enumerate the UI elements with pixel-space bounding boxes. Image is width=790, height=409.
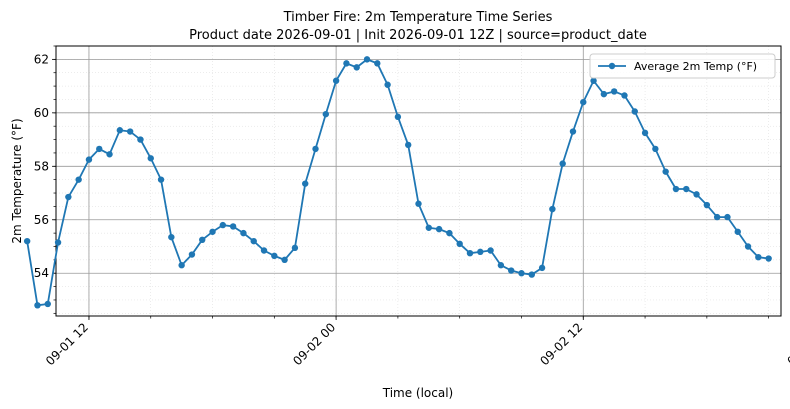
- data-point: [528, 271, 535, 278]
- data-point: [240, 229, 247, 237]
- data-point: [580, 98, 587, 106]
- data-point: [363, 56, 371, 63]
- y-tick-label: 54: [34, 266, 49, 280]
- data-point: [65, 193, 72, 201]
- y-tick-label: 58: [34, 159, 49, 173]
- x-tick-label: 09-01 12: [43, 320, 91, 368]
- data-point: [662, 168, 669, 175]
- data-point: [549, 205, 556, 213]
- data-point: [178, 262, 185, 269]
- plot-frame: [55, 45, 782, 317]
- data-point: [683, 185, 690, 193]
- y-axis-label: 2m Temperature (°F): [10, 118, 24, 243]
- data-point: [569, 128, 577, 135]
- x-tick-label: 09-02 00: [290, 320, 338, 368]
- data-point: [507, 267, 515, 274]
- data-point: [652, 145, 659, 153]
- data-point: [621, 92, 628, 99]
- data-point: [219, 221, 227, 229]
- data-point: [487, 247, 494, 254]
- y-tick-label: 62: [34, 52, 49, 66]
- data-point: [209, 228, 216, 235]
- data-point: [250, 237, 257, 245]
- chart-title-line2: Product date 2026-09-01 | Init 2026-09-0…: [189, 28, 647, 43]
- data-point: [54, 239, 62, 246]
- data-point: [374, 60, 381, 67]
- data-point: [23, 237, 31, 245]
- data-point: [394, 113, 402, 121]
- data-point: [538, 264, 546, 272]
- data-point: [260, 247, 268, 254]
- data-point: [96, 145, 103, 153]
- data-point: [734, 228, 741, 235]
- data-point: [271, 252, 278, 260]
- data-point: [755, 253, 762, 261]
- data-point: [281, 256, 288, 264]
- data-point: [116, 127, 124, 134]
- y-tick-label: 60: [34, 106, 49, 120]
- data-point: [435, 225, 443, 233]
- data-point: [75, 176, 82, 183]
- data-point: [600, 90, 608, 98]
- data-point: [425, 224, 432, 231]
- data-point: [312, 145, 319, 153]
- axis-ticks: 54 56 58 60 62 09-01 12 09-02 00 09-02 12 09-03 …: [34, 45, 790, 368]
- data-point: [497, 262, 505, 269]
- data-point: [641, 129, 649, 137]
- data-point: [291, 244, 299, 252]
- data-point: [168, 233, 175, 241]
- x-axis-label: Time (local): [382, 386, 454, 400]
- data-point: [302, 180, 309, 187]
- data-point: [456, 240, 463, 248]
- data-point: [343, 60, 350, 67]
- data-point: [765, 255, 772, 262]
- legend-point-marker: [608, 62, 616, 70]
- data-point: [85, 156, 93, 163]
- data-point: [466, 249, 474, 257]
- legend-box: [589, 53, 776, 79]
- data-point: [744, 243, 752, 250]
- data-point: [703, 201, 711, 209]
- legend-label: Average 2m Temp (°F): [634, 60, 757, 73]
- data-point: [610, 88, 618, 95]
- grid: [56, 45, 781, 316]
- data-point: [724, 213, 731, 221]
- data-point: [34, 302, 41, 309]
- data-point: [713, 213, 721, 221]
- data-point: [693, 191, 700, 198]
- data-point: [405, 141, 412, 149]
- data-point: [559, 160, 566, 167]
- data-point: [106, 151, 113, 158]
- data-point: [188, 251, 196, 258]
- legend: Average 2m Temp (°F): [589, 53, 776, 79]
- x-tick-label: 09-03 00: [785, 320, 790, 368]
- data-point: [332, 77, 340, 84]
- data-point: [44, 300, 51, 308]
- data-point: [672, 185, 680, 193]
- data-point: [137, 136, 144, 143]
- data-point: [126, 128, 134, 135]
- data-point: [631, 108, 638, 115]
- y-tick-label: 56: [34, 213, 49, 227]
- data-point: [157, 176, 165, 183]
- data-point: [590, 77, 597, 84]
- data-point: [384, 81, 391, 88]
- data-point: [518, 270, 525, 277]
- data-point: [415, 200, 422, 207]
- data-point: [477, 248, 484, 256]
- series-layer: [23, 56, 772, 309]
- data-point: [229, 223, 237, 230]
- chart-title-line1: Timber Fire: 2m Temperature Time Series: [283, 10, 553, 25]
- data-point: [147, 155, 154, 162]
- data-point: [322, 110, 330, 118]
- data-point: [446, 229, 453, 237]
- data-point: [353, 64, 360, 71]
- x-tick-label: 09-02 12: [537, 320, 585, 368]
- data-point: [199, 236, 206, 244]
